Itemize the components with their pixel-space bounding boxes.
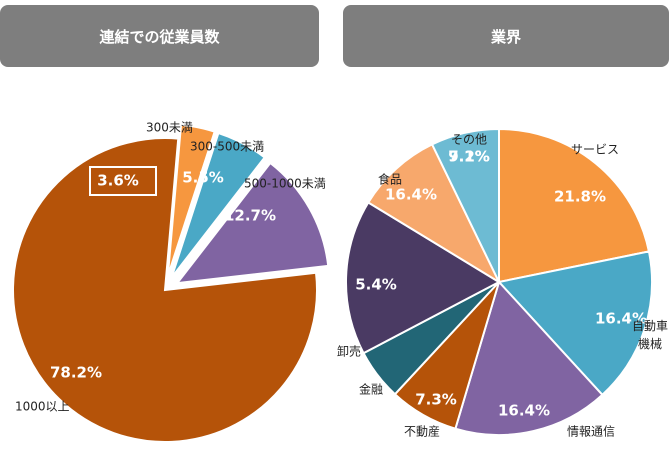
industry-pct-label-6: 16.4% [385, 186, 437, 204]
employees-category-label-1: 300-500未満 [190, 140, 264, 154]
industry-pct-label-extra: 7.2% [448, 148, 490, 166]
employees-category-label-3: 1000以上 [15, 400, 70, 414]
industry-slice-1 [497, 250, 653, 397]
industry-slice-2 [454, 280, 604, 436]
industry-category-label-3: 不動産 [404, 424, 440, 439]
employees-slice-3 [12, 137, 318, 443]
employees-pct-label-1: 5.5% [182, 169, 224, 187]
employees-pct-label-0: 3.6% [97, 172, 139, 190]
industry-category-label-6: 食品 [378, 172, 402, 187]
industry-pct-label-2: 16.4% [498, 402, 550, 420]
industry-pct-label-7: 9.1% [448, 148, 490, 166]
industry-pct-label-5: 5.4% [355, 276, 397, 294]
industry-slice-5 [345, 201, 502, 355]
employees-pct-label-2: 12.7% [224, 207, 276, 225]
employees-slice-0 [166, 123, 216, 277]
chart-title-industry: 業界 [343, 5, 669, 67]
industry-category-label-0: サービス [571, 143, 619, 157]
highlight-box [89, 166, 157, 196]
industry-pct-label-3: 7.3% [415, 391, 457, 409]
industry-category-label-4: 金融 [359, 382, 383, 397]
industry-category-label-5: 卸売 [337, 344, 361, 359]
industry-category-label-1: 自動車機械 [632, 319, 668, 351]
chart-title-employees: 連結での従業員数 [0, 5, 319, 67]
employees-category-label-0: 300未満 [146, 121, 193, 135]
employees-category-label-2: 500-1000未満 [244, 177, 326, 191]
industry-slice-6 [366, 143, 502, 285]
employees-slice-2 [174, 161, 330, 285]
industry-pct-label-1: 16.4% [595, 310, 647, 328]
industry-category-label-7: その他 [451, 133, 487, 147]
industry-pct-label-0: 21.8% [554, 188, 606, 206]
industry-slice-7 [430, 127, 500, 283]
employees-pct-label-3: 78.2% [50, 364, 102, 382]
industry-slice-0 [498, 127, 651, 284]
employees-slice-1 [170, 131, 267, 279]
industry-category-label-2: 情報通信 [567, 425, 615, 439]
